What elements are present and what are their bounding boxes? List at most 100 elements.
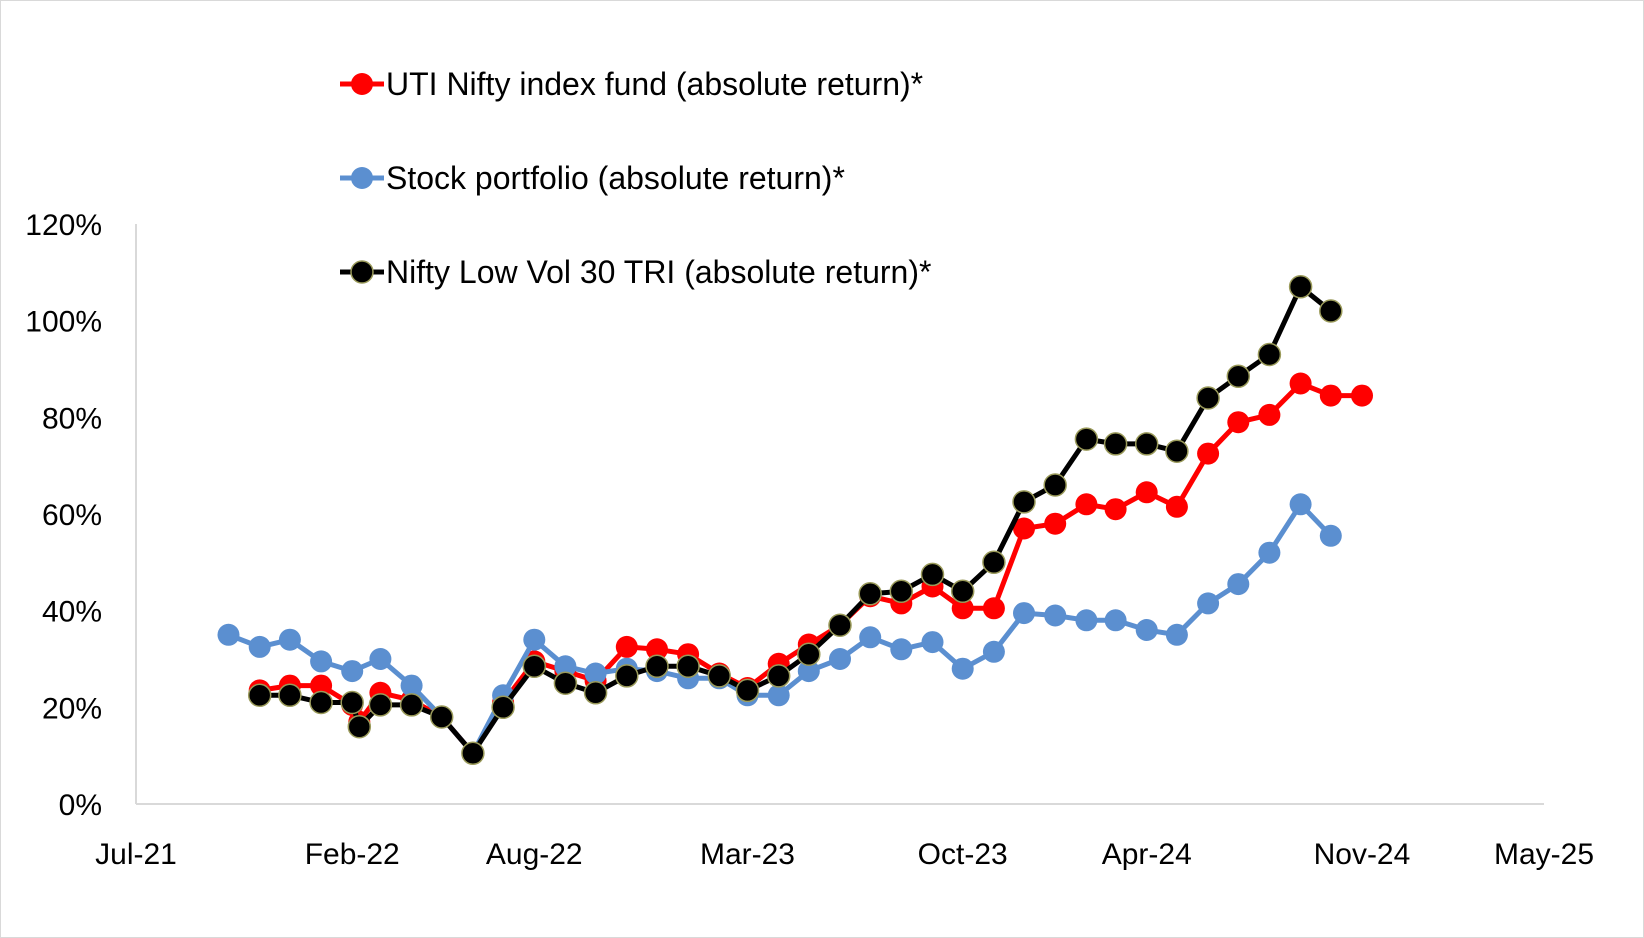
data-point [248, 635, 271, 658]
data-point [828, 613, 852, 637]
data-point [340, 690, 364, 715]
data-point [767, 684, 790, 707]
data-point [676, 654, 700, 679]
data-point [491, 695, 515, 720]
data-point [461, 741, 485, 766]
legend-item-uti-nifty-index-fund: UTI Nifty index fund (absolute return)* [340, 66, 923, 102]
data-point [1227, 573, 1250, 596]
legend-item-stock-portfolio: Stock portfolio (absolute return)* [340, 160, 845, 196]
data-point [1012, 490, 1036, 514]
data-point [1044, 604, 1067, 627]
data-point [584, 662, 607, 685]
data-point [1135, 619, 1158, 641]
data-point [950, 579, 975, 604]
legend-label: Nifty Low Vol 30 TRI (absolute return)* [386, 254, 931, 290]
data-point [278, 628, 301, 651]
y-tick-label: 0% [59, 789, 102, 822]
data-point [553, 671, 578, 695]
series-layer [217, 275, 1373, 766]
y-tick-labels: 0% 20% 40% 60% 80% 100% 120% [25, 209, 102, 822]
data-point [735, 678, 760, 703]
data-point [889, 579, 914, 604]
data-point [368, 693, 393, 717]
y-tick-label: 80% [42, 402, 102, 435]
x-tick-labels: Jul-21 Feb-22 Aug-22 Mar-23 Oct-23 Apr-24 Nov-… [95, 838, 1594, 871]
y-tick-label: 60% [42, 499, 102, 532]
data-point [522, 654, 547, 679]
data-point [982, 597, 1005, 620]
legend-item-nifty-low-vol-30-tri: Nifty Low Vol 30 TRI (absolute return)* [340, 254, 931, 290]
data-point [554, 655, 577, 678]
data-point [400, 674, 423, 697]
y-tick-label: 120% [25, 209, 102, 242]
data-point [310, 650, 333, 673]
data-point [1165, 439, 1189, 463]
data-point [1197, 442, 1220, 465]
data-point [278, 683, 302, 708]
x-tick-label: Apr-24 [1102, 838, 1192, 871]
data-point [1351, 384, 1373, 407]
data-point [1289, 372, 1312, 395]
legend-label: Stock portfolio (absolute return)* [386, 160, 845, 196]
y-tick-label: 40% [42, 596, 102, 629]
data-point [1319, 524, 1342, 547]
data-point [347, 714, 372, 739]
data-point [369, 648, 392, 670]
series-stock-portfolio [217, 493, 1342, 765]
data-point [399, 693, 424, 717]
data-point [797, 660, 820, 683]
data-point [1075, 609, 1098, 632]
data-point [1013, 602, 1035, 625]
legend-marker [351, 73, 373, 95]
legend-marker [350, 260, 374, 284]
data-point [523, 628, 546, 651]
data-point [1074, 427, 1099, 451]
series-nifty-low-vol-30-tri [247, 275, 1343, 766]
data-point [1258, 403, 1281, 426]
data-point [1043, 473, 1067, 497]
axes [135, 224, 1544, 805]
data-point [1196, 386, 1220, 410]
data-point [982, 640, 1005, 663]
data-point [1165, 623, 1188, 646]
data-point [615, 635, 638, 658]
x-tick-label: Feb-22 [305, 838, 400, 871]
data-point [1104, 609, 1127, 632]
data-point [1134, 432, 1159, 456]
x-tick-label: Oct-23 [918, 838, 1008, 871]
data-point [247, 683, 272, 708]
series-line [227, 501, 1333, 756]
data-point [1289, 493, 1312, 516]
data-point [310, 674, 333, 697]
legend-marker [351, 167, 373, 189]
data-point [859, 626, 882, 649]
data-point [1257, 342, 1282, 367]
data-point [1258, 541, 1281, 564]
data-point [1197, 592, 1220, 615]
data-point [1227, 411, 1250, 434]
x-tick-label: Jul-21 [95, 838, 177, 871]
data-point [645, 654, 669, 679]
x-tick-label: Aug-22 [486, 838, 583, 871]
data-point [921, 631, 944, 654]
data-point [951, 597, 974, 620]
data-point [797, 642, 821, 666]
data-point [217, 623, 240, 646]
data-point [1226, 364, 1251, 389]
data-point [890, 638, 913, 661]
data-point [615, 664, 639, 688]
y-tick-label: 20% [42, 692, 102, 725]
data-point [1135, 481, 1158, 504]
x-tick-label: May-25 [1494, 838, 1594, 871]
data-point [829, 648, 851, 670]
y-tick-label: 100% [25, 306, 102, 339]
data-point [1165, 495, 1188, 518]
data-point [429, 705, 454, 729]
data-point [309, 690, 333, 715]
x-tick-label: Nov-24 [1314, 838, 1411, 871]
data-point [982, 550, 1006, 575]
data-point [1104, 498, 1127, 521]
legend: UTI Nifty index fund (absolute return)* S… [340, 66, 931, 290]
